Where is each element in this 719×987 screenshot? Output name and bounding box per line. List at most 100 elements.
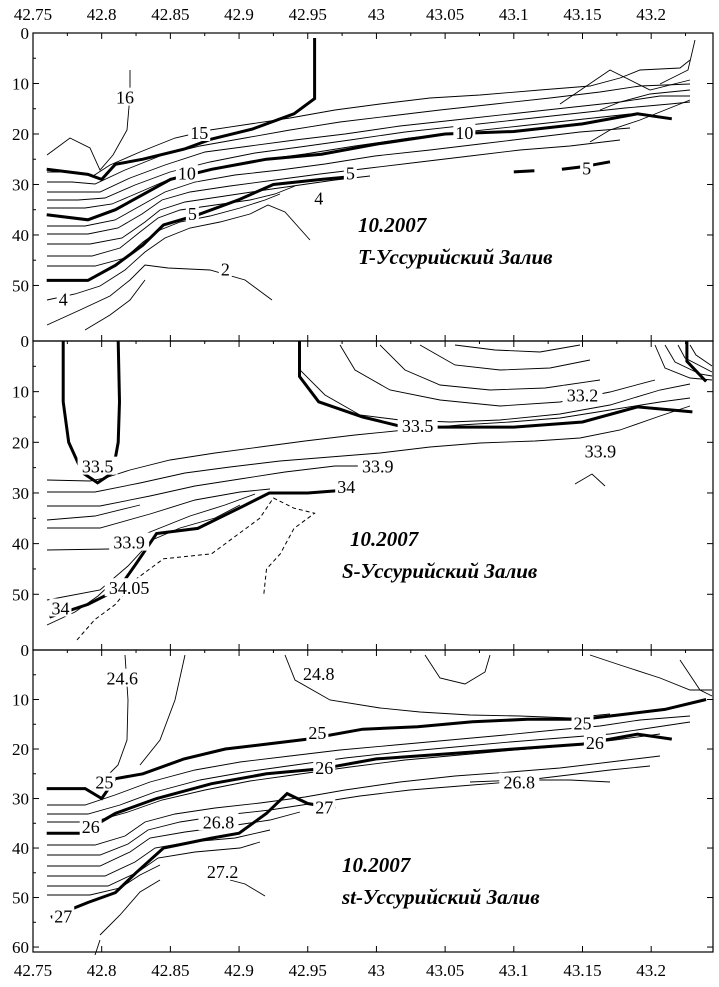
top-xtick-label-5: 43 xyxy=(368,5,385,24)
density-ytick-label-6: 60 xyxy=(12,938,29,957)
temperature-label-bg-7 xyxy=(312,188,326,207)
density-contour-label-7: 26 xyxy=(586,733,604,753)
temperature-contour-label-4: 5 xyxy=(346,163,355,183)
density-isoline-27-2 xyxy=(50,791,336,919)
density-contour-label-3: 25 xyxy=(95,773,113,793)
top-xtick-label-2: 42.85 xyxy=(151,5,189,24)
top-xtick-label-0: 42.75 xyxy=(14,5,52,24)
salinity-dashed-isolines xyxy=(76,497,316,641)
density-label-bg-3 xyxy=(93,772,116,791)
bottom-xtick-label-5: 43 xyxy=(368,961,385,980)
salinity-contour-labels: 33.5 33.5 33.2 33.9 33.9 33.9 34 34 34.05 xyxy=(49,385,621,618)
temperature-isoline-5-2 xyxy=(46,175,350,282)
bottom-xtick-label-2: 42.85 xyxy=(151,961,189,980)
temperature-contour-label-1: 15 xyxy=(190,123,208,143)
temperature-label-bg-8 xyxy=(56,289,70,308)
density-ytick-label-1: 10 xyxy=(12,691,29,710)
salinity-ytick-label-5: 50 xyxy=(12,585,29,604)
density-contour-label-10: 27 xyxy=(315,797,333,817)
temperature-label-bg-1 xyxy=(188,122,211,141)
salinity-panel-title: S-Уссурийский Залив xyxy=(342,559,538,583)
temperature-contour-label-5: 5 xyxy=(188,204,197,224)
density-ytick-label-3: 30 xyxy=(12,790,29,809)
salinity-label-bg-8 xyxy=(104,578,154,597)
salinity-label-bg-2 xyxy=(562,385,603,404)
temperature-contour-label-3: 10 xyxy=(455,123,473,143)
density-label-bg-11 xyxy=(52,906,75,925)
density-label-bg-8 xyxy=(198,812,239,831)
top-xtick-label-4: 42.95 xyxy=(289,5,327,24)
density-ytick-label-0: 0 xyxy=(21,641,30,660)
density-label-bg-12 xyxy=(202,861,243,880)
density-label-bg-1 xyxy=(298,663,339,682)
temperature-ytick-label-4: 40 xyxy=(12,226,29,245)
salinity-isoline-33-2-3 xyxy=(685,341,708,383)
bottom-xtick-label-3: 42.9 xyxy=(224,961,254,980)
top-xtick-label-6: 43.05 xyxy=(426,5,464,24)
density-contour-label-8: 26.8 xyxy=(203,812,235,832)
top-xtick-label-1: 42.8 xyxy=(87,5,117,24)
density-contour-label-11: 27 xyxy=(54,906,72,926)
salinity-contour-label-1: 33.5 xyxy=(402,416,434,436)
temperature-contour-label-9: 2 xyxy=(221,259,230,279)
salinity-contour-label-8: 34.05 xyxy=(109,578,150,598)
bottom-xtick-label-6: 43.05 xyxy=(426,961,464,980)
bottom-xtick-label-1: 42.8 xyxy=(87,961,117,980)
salinity-contour-label-6: 34 xyxy=(337,477,355,497)
salinity-label-bg-0 xyxy=(77,456,118,475)
bottom-xtick-label-8: 43.15 xyxy=(563,961,601,980)
temperature-panel-title: T-Уссурийский Залив xyxy=(358,245,553,269)
salinity-contour-label-7: 34 xyxy=(51,598,69,618)
bottom-xtick-label-4: 42.95 xyxy=(289,961,327,980)
salinity-label-bg-3 xyxy=(357,456,398,475)
top-xtick-label-7: 43.1 xyxy=(499,5,529,24)
density-label-bg-9 xyxy=(499,772,540,791)
density-ytick-label-5: 50 xyxy=(12,889,29,908)
salinity-contour-label-5: 33.9 xyxy=(113,533,145,553)
temperature-ytick-label-3: 30 xyxy=(12,175,29,194)
salinity-ytick-label-4: 40 xyxy=(12,535,29,554)
density-ytick-label-2: 20 xyxy=(12,740,29,759)
temperature-background-isolines xyxy=(46,39,696,331)
temperature-ytick-label-5: 50 xyxy=(12,276,29,295)
temperature-contour-label-7: 4 xyxy=(314,189,323,209)
temperature-label-bg-0 xyxy=(114,87,137,106)
density-panel-title: st-Уссурийский Залив xyxy=(341,885,540,909)
salinity-contour-label-0: 33.5 xyxy=(82,457,114,477)
salinity-label-bg-6 xyxy=(335,476,358,495)
density-label-bg-4 xyxy=(571,713,594,732)
temperature-contour-label-8: 4 xyxy=(59,290,68,310)
temperature-isoline-15-0 xyxy=(46,38,317,182)
density-label-bg-2 xyxy=(306,723,329,742)
density-isoline-26-1 xyxy=(46,732,673,835)
density-ytick-label-4: 40 xyxy=(12,839,29,858)
top-xtick-label-8: 43.15 xyxy=(563,5,601,24)
temperature-contour-label-6: 5 xyxy=(582,158,591,178)
density-contour-label-2: 25 xyxy=(308,723,326,743)
density-panel-date: 10.2007 xyxy=(342,853,412,877)
salinity-contour-label-4: 33.9 xyxy=(585,441,617,461)
density-label-bg-6 xyxy=(79,817,102,836)
top-xtick-label-9: 43.2 xyxy=(636,5,666,24)
temperature-ytick-label-1: 10 xyxy=(12,74,29,93)
salinity-label-bg-7 xyxy=(49,598,72,617)
salinity-label-bg-5 xyxy=(109,532,150,551)
temperature-contour-labels: 16 15 10 10 5 5 5 4 4 2 xyxy=(56,87,594,310)
salinity-label-bg-1 xyxy=(397,416,438,435)
salinity-ytick-label-2: 20 xyxy=(12,433,29,452)
density-background-isolines xyxy=(47,654,713,956)
temperature-panel-date: 10.2007 xyxy=(358,213,428,237)
salinity-contour-label-2: 33.2 xyxy=(567,386,599,406)
temperature-label-bg-9 xyxy=(218,259,232,278)
axis-ticks: 0 10 20 30 40 50 0 10 20 30 40 50 0 10 20 30 40 50 60 42.75… xyxy=(12,5,713,980)
density-contour-label-0: 24.6 xyxy=(107,669,139,689)
salinity-panel-date: 10.2007 xyxy=(350,527,420,551)
panel-density-frame xyxy=(32,649,714,953)
temperature-label-bg-4 xyxy=(343,163,357,182)
density-label-bg-0 xyxy=(102,668,143,687)
temperature-label-bg-2 xyxy=(175,163,198,182)
bottom-xtick-label-7: 43.1 xyxy=(499,961,529,980)
density-contour-label-6: 26 xyxy=(82,817,100,837)
